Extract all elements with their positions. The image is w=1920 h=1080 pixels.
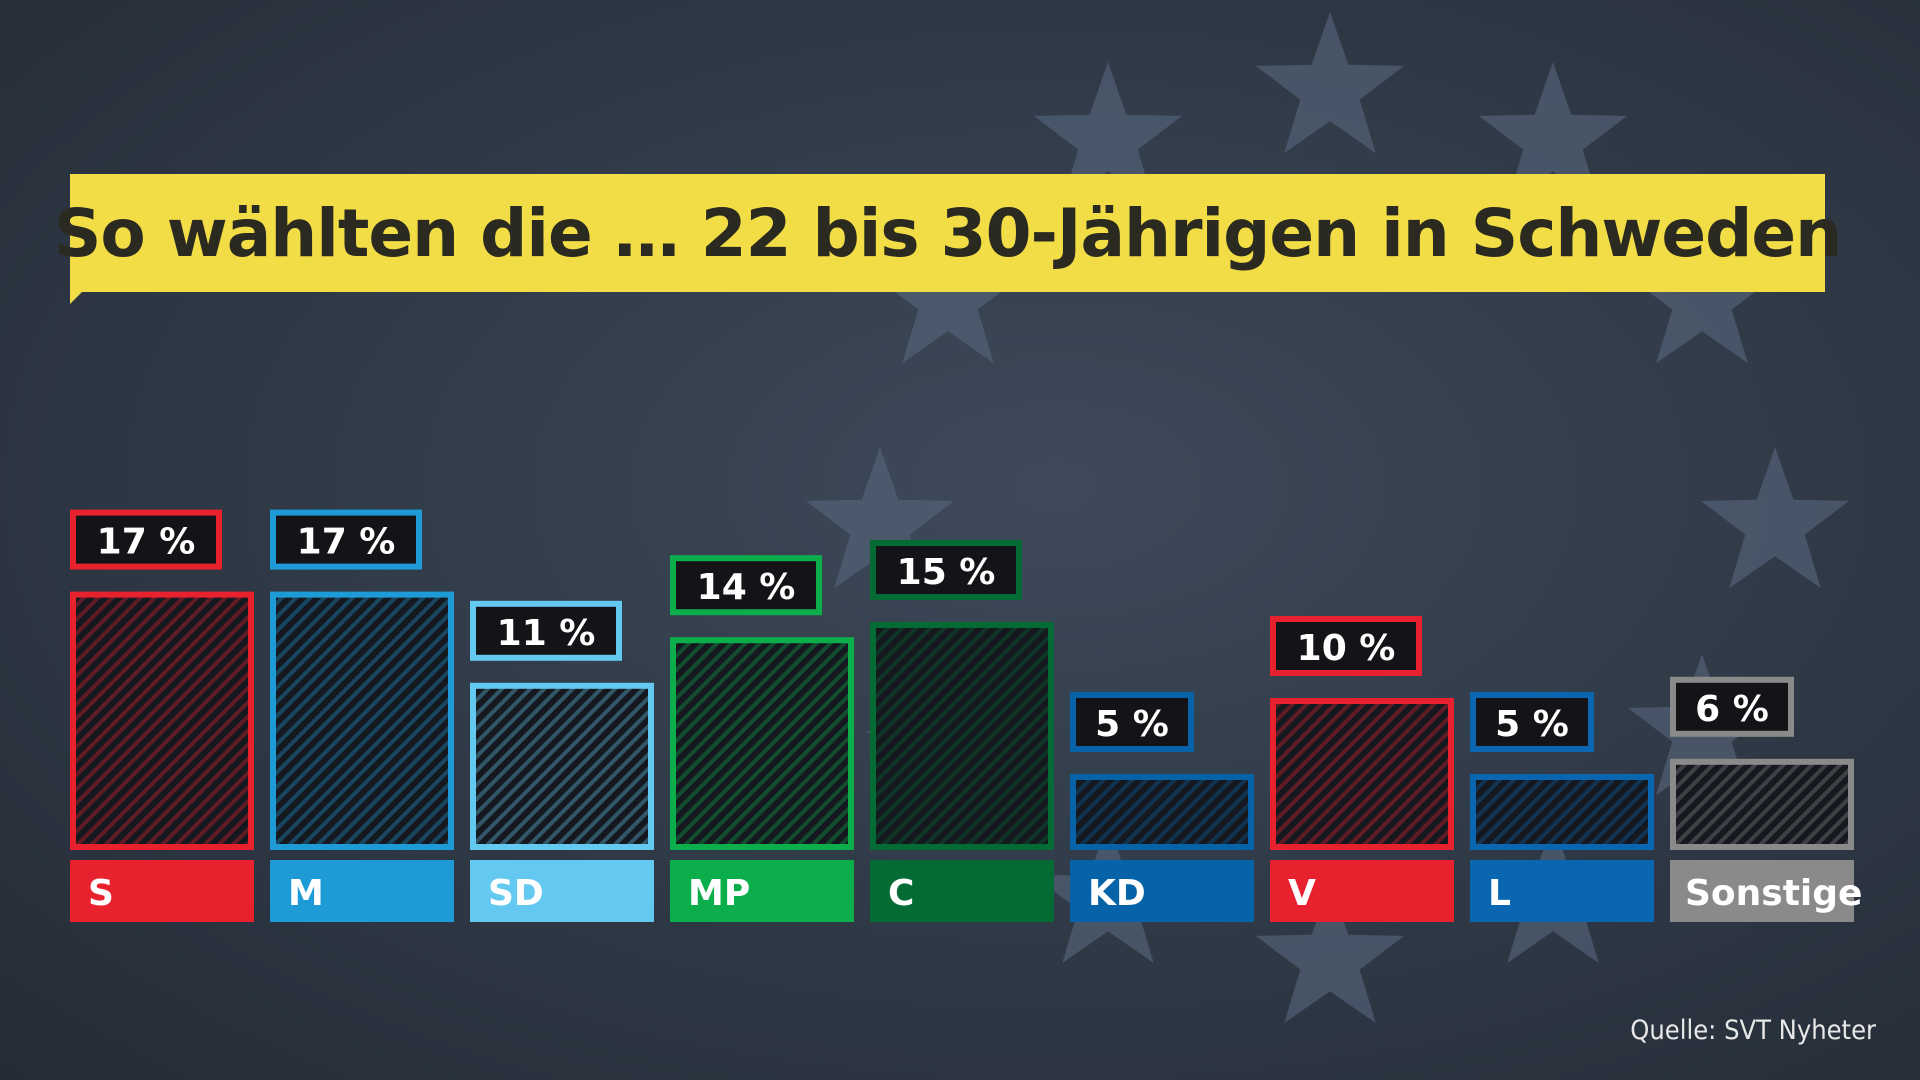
bar-group-l: L 5 % [1470,692,1654,922]
bar [670,637,854,851]
party-label: C [888,873,914,914]
source-credit: Quelle: SVT Nyheter [1630,1015,1876,1046]
bar-group-m: M 17 % [270,509,454,922]
eu-star-icon [1478,62,1628,204]
bar-group-kd: KD 5 % [1070,692,1254,922]
eu-star-icon [1627,222,1777,364]
value-label: 17 % [297,522,396,563]
bar-group-c: C 15 % [870,540,1054,922]
party-label: L [1488,873,1511,914]
party-label-box [870,860,1054,922]
chart-title: So wählten die … 22 bis 30-Jährigen in S… [53,194,1842,272]
bar [1070,774,1254,850]
eu-star-icon [873,222,1023,364]
bar-group-mp: MP 14 % [670,555,854,922]
value-label-box [70,509,222,570]
party-label-box [270,860,454,922]
bar [1670,758,1854,850]
party-label: V [1288,873,1316,914]
bar [870,622,1054,850]
bar [270,591,454,850]
value-label-box [670,555,822,616]
bar-group-s: S 17 % [70,509,254,922]
value-label-box [470,600,622,661]
party-label-box [470,860,654,922]
value-label-box [270,509,422,570]
value-label: 5 % [1095,704,1169,745]
bar [70,591,254,850]
value-label: 5 % [1495,704,1569,745]
party-label-box [70,860,254,922]
party-label-box [1670,860,1854,922]
party-label: Sonstige [1685,873,1862,914]
value-label-box [870,540,1022,600]
party-label: SD [488,873,544,914]
value-label: 10 % [1297,628,1396,669]
value-label: 6 % [1695,689,1769,730]
eu-star-icon [1255,882,1405,1024]
eu-star-icon [1033,62,1183,204]
value-label-box [1270,616,1422,676]
party-label: S [88,873,114,914]
party-label: KD [1088,873,1146,914]
eu-star-icon [805,447,955,589]
party-label-box [1470,860,1654,922]
bar-group-sonstige: Sonstige 6 % [1670,676,1862,922]
value-label: 14 % [697,567,796,608]
bar-group-v: V 10 % [1270,616,1454,922]
bar [1470,774,1654,850]
value-label: 15 % [897,552,996,593]
party-label: MP [688,873,750,914]
value-label: 11 % [497,613,596,654]
value-label: 17 % [97,522,196,563]
party-label-box [670,860,854,922]
party-label: M [288,873,324,914]
title-banner: So wählten die … 22 bis 30-Jährigen in S… [54,174,1842,304]
bar [470,682,654,850]
eu-star-icon [1255,12,1405,154]
bar [1270,698,1454,850]
bar-group-sd: SD 11 % [470,600,654,922]
value-label-box [1670,676,1794,737]
eu-star-icon [1700,447,1850,589]
value-label-box [1470,692,1594,752]
party-label-box [1270,860,1454,922]
party-label-box [1070,860,1254,922]
value-label-box [1070,692,1194,752]
